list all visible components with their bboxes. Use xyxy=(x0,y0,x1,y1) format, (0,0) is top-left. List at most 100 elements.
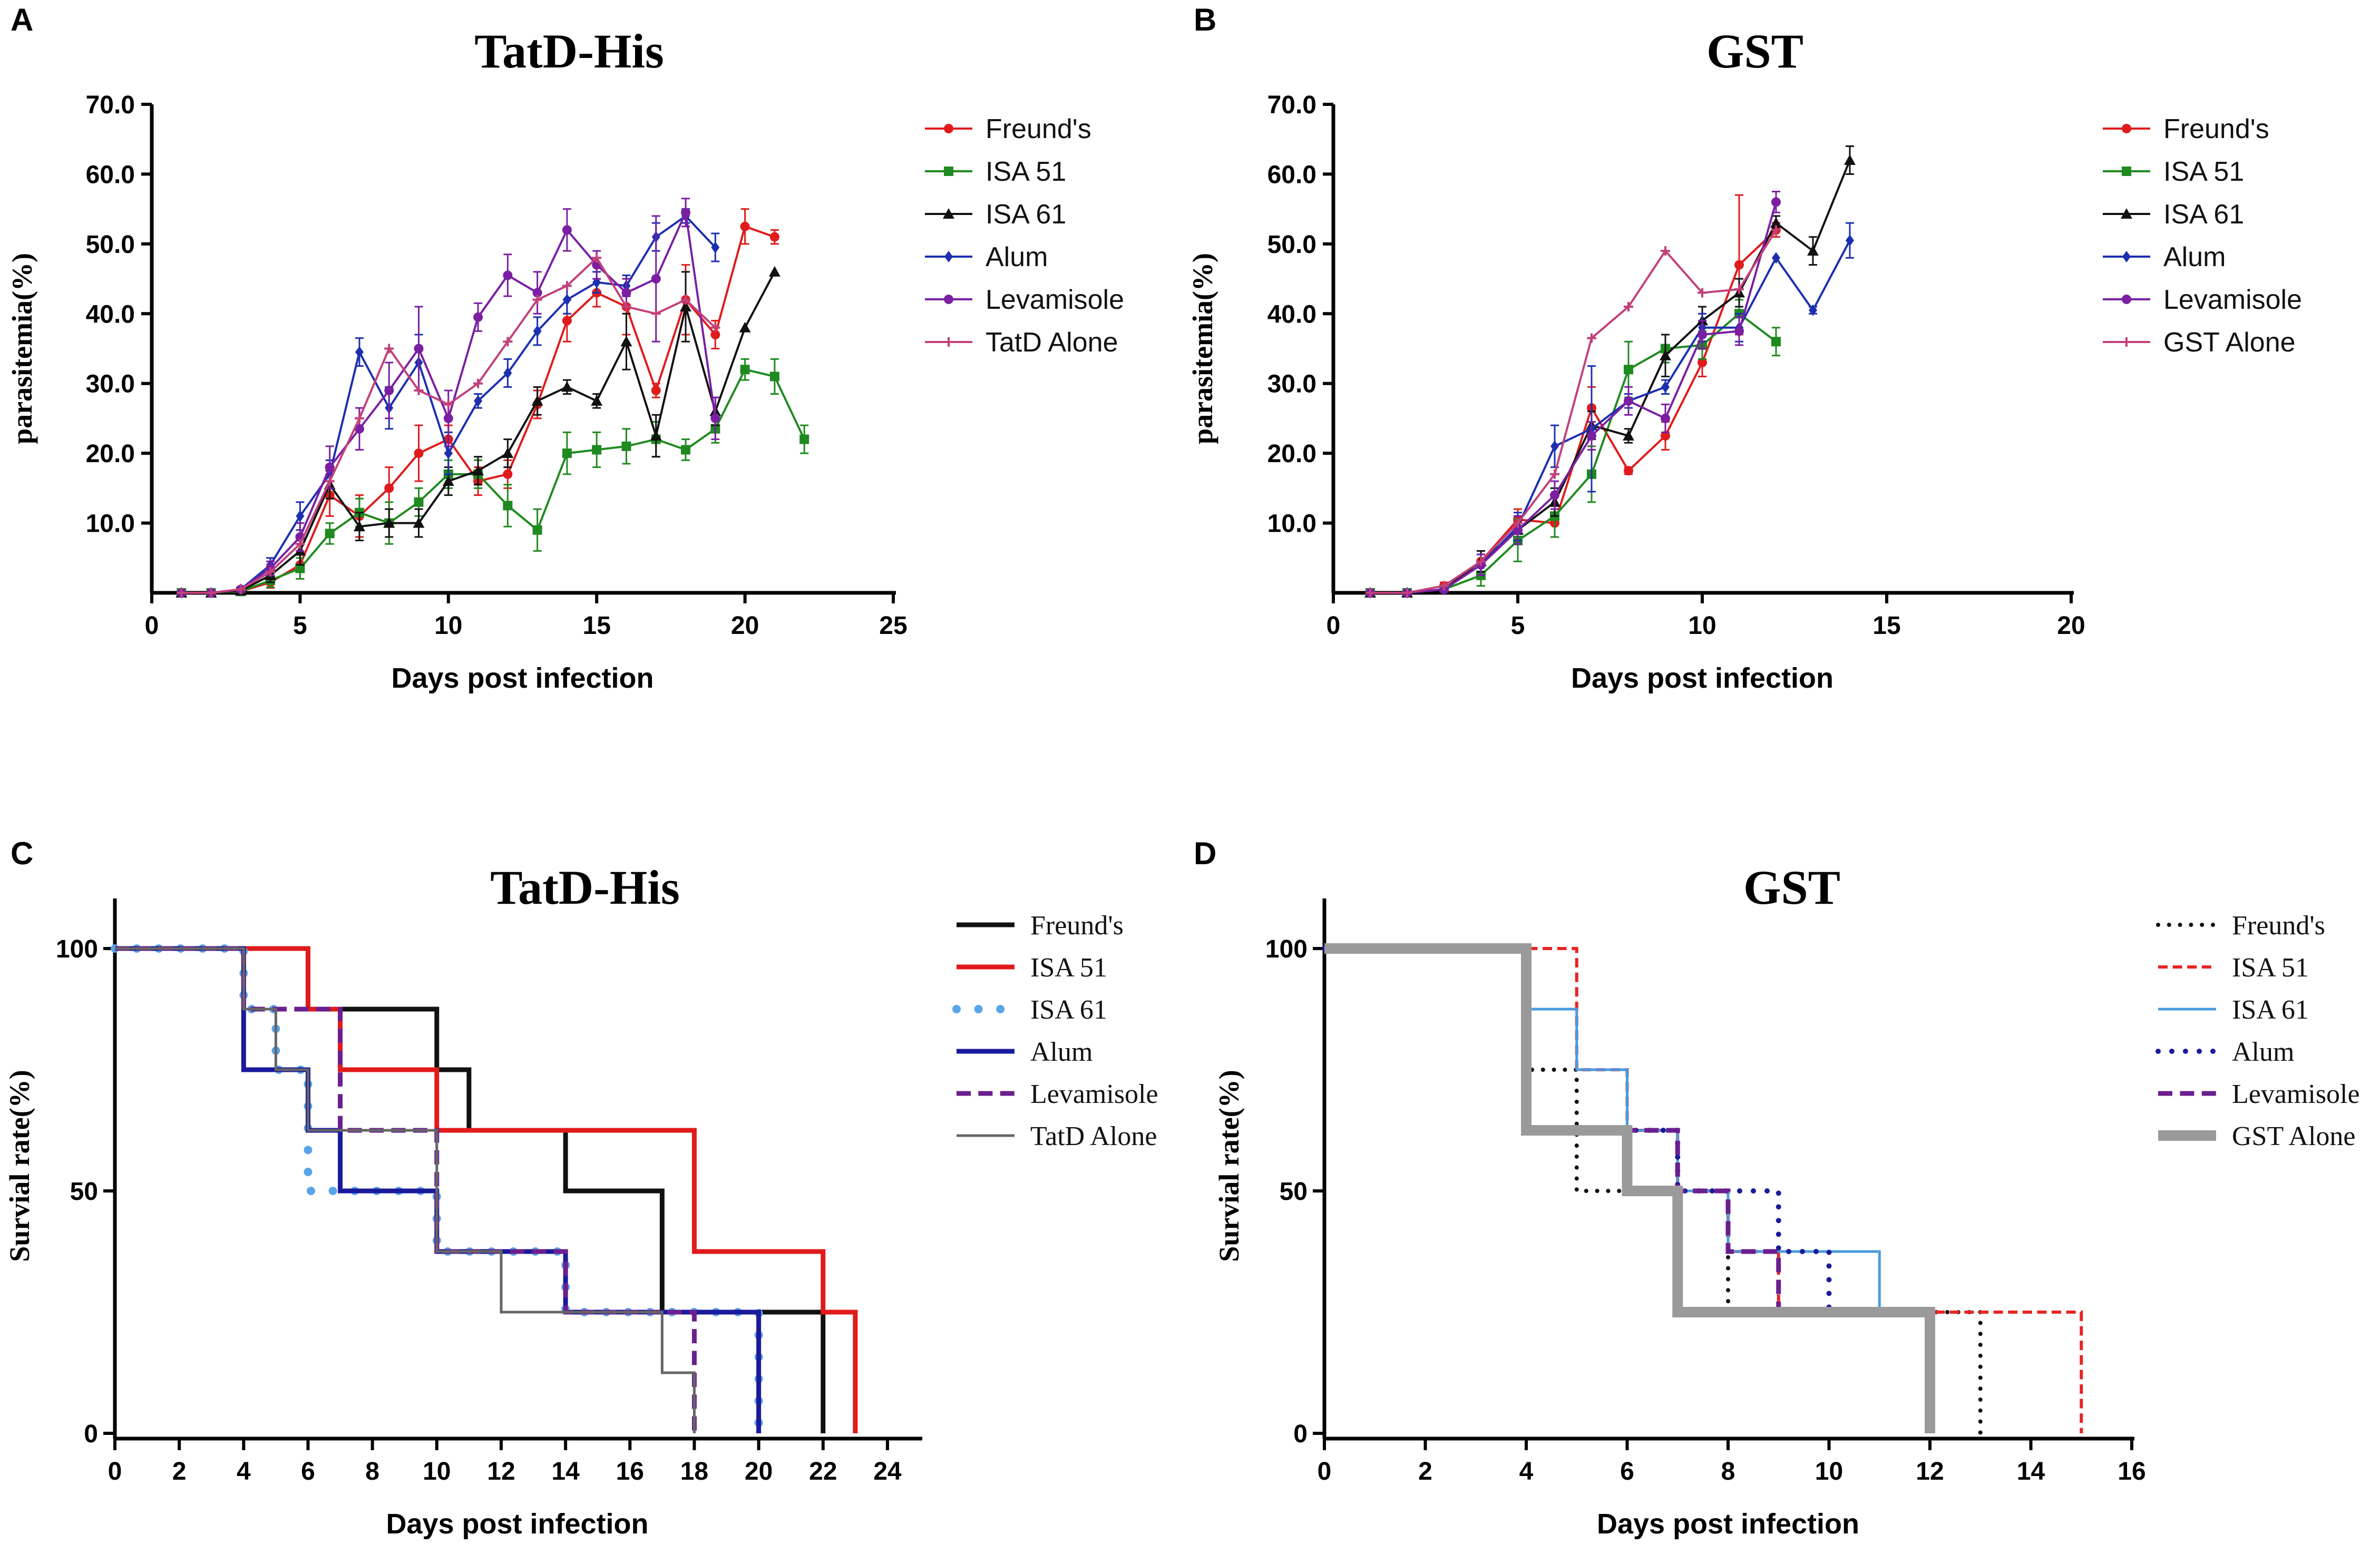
data-point xyxy=(1770,217,1782,228)
legend-label: Alum xyxy=(1030,1037,1093,1067)
x-tick-label: 6 xyxy=(301,1458,315,1485)
data-point xyxy=(1624,396,1633,406)
data-point xyxy=(414,448,424,458)
legend-label: Levamisole xyxy=(986,285,1124,315)
panel-letter-a: A xyxy=(11,2,33,37)
x-axis-label: Days post infection xyxy=(1571,662,1833,694)
y-tick-label: 30.0 xyxy=(1267,370,1316,398)
data-point xyxy=(1402,588,1412,598)
legend-label: GST Alone xyxy=(2163,327,2296,358)
data-point xyxy=(266,567,276,577)
x-tick-label: 25 xyxy=(879,612,907,640)
data-point xyxy=(710,322,720,333)
data-point xyxy=(325,462,335,472)
data-point xyxy=(414,497,424,507)
data-point xyxy=(650,430,662,441)
legend-label: Levamisole xyxy=(1030,1079,1158,1109)
x-tick-label: 22 xyxy=(809,1458,837,1485)
legend-item-isa-61: ISA 61 xyxy=(2103,199,2244,230)
data-point xyxy=(651,385,661,395)
legend-label: Levamisole xyxy=(2163,285,2302,315)
survival-step-line xyxy=(1324,947,1932,1433)
data-point xyxy=(710,330,720,340)
panel-letter-d: D xyxy=(1194,836,1216,871)
legend-marker xyxy=(2122,167,2131,176)
y-tick-label: 50.0 xyxy=(86,231,135,259)
legend-item-isa-51: ISA 51 xyxy=(2158,953,2309,983)
x-axis-label: Days post infection xyxy=(1597,1508,1859,1540)
data-point xyxy=(1661,381,1670,393)
data-point xyxy=(1846,234,1854,247)
data-point xyxy=(206,588,216,598)
series-tatd-alone xyxy=(177,253,720,598)
series-line xyxy=(1370,229,1777,594)
series-line xyxy=(181,368,805,594)
series-tatd-alone xyxy=(115,947,696,1433)
x-tick-label: 6 xyxy=(1620,1458,1634,1485)
legend-item-alum: Alum xyxy=(957,1037,1093,1067)
legend-item-freund-s: Freund's xyxy=(2156,911,2325,941)
y-axis-label: Survial rate(%) xyxy=(1213,1070,1245,1262)
data-point xyxy=(1550,490,1559,500)
data-point xyxy=(1513,518,1523,528)
x-tick-label: 14 xyxy=(2017,1458,2045,1485)
legend-marker xyxy=(2122,337,2131,347)
x-tick-label: 0 xyxy=(145,612,159,640)
data-point xyxy=(503,270,513,280)
data-point xyxy=(384,344,394,354)
data-point xyxy=(444,447,453,460)
data-point xyxy=(1550,469,1559,479)
series-line xyxy=(1370,229,1777,594)
data-point xyxy=(768,266,781,277)
legend-marker xyxy=(944,167,953,176)
data-point xyxy=(1623,430,1634,441)
chart-b-parasitemia-gst: GST 0 5 10 15 20 10.0 20.0 30.0 40.0 50.0 60.0 70.0 D… xyxy=(1187,24,2302,694)
data-point xyxy=(1771,337,1781,347)
legend-label: ISA 61 xyxy=(1030,995,1107,1025)
survival-step-line xyxy=(1324,943,1935,1433)
legend-marker xyxy=(944,251,953,262)
y-axis-label: parasitemia(%) xyxy=(1187,253,1218,444)
legend-label: ISA 51 xyxy=(2163,157,2244,187)
panel-letter-b: B xyxy=(1194,2,1216,37)
data-point xyxy=(355,346,364,358)
y-tick-label: 30.0 xyxy=(86,370,135,398)
legend-item-gst-alone: GST Alone xyxy=(2158,1121,2356,1151)
x-tick-label: 10 xyxy=(423,1458,451,1485)
legend-label: ISA 61 xyxy=(986,199,1066,230)
y-tick-label: 40.0 xyxy=(86,300,135,328)
legend-label: Alum xyxy=(986,242,1048,272)
data-point xyxy=(739,321,751,333)
x-tick-label: 16 xyxy=(2118,1458,2145,1485)
series-alum xyxy=(1366,222,1854,599)
data-point xyxy=(473,378,483,388)
data-point xyxy=(1587,333,1596,343)
x-tick-label: 20 xyxy=(731,612,759,640)
x-tick-label: 5 xyxy=(1511,612,1525,640)
x-tick-label: 0 xyxy=(1326,612,1341,640)
data-point xyxy=(681,295,691,305)
data-point xyxy=(1772,252,1780,264)
y-tick-label: 0 xyxy=(84,1420,98,1448)
legend-label: TatD Alone xyxy=(986,327,1118,358)
x-tick-label: 10 xyxy=(1815,1458,1843,1485)
data-point xyxy=(620,336,632,347)
x-tick-label: 14 xyxy=(551,1458,580,1485)
series-gst-alone xyxy=(1324,943,1935,1433)
series-gst-alone xyxy=(1365,225,1781,598)
series-isa-51 xyxy=(115,946,858,1433)
data-point xyxy=(533,325,542,337)
data-point xyxy=(1476,556,1486,566)
data-point xyxy=(1734,260,1744,270)
data-point xyxy=(1439,581,1449,591)
data-point xyxy=(769,232,779,242)
x-axis-label: Days post infection xyxy=(386,1508,648,1540)
series-isa-61 xyxy=(1324,947,1932,1433)
data-point xyxy=(769,372,779,382)
data-point xyxy=(1513,525,1523,535)
legend-label: ISA 51 xyxy=(986,157,1066,187)
x-tick-label: 15 xyxy=(1872,612,1900,640)
data-point xyxy=(1771,225,1781,235)
y-tick-label: 50 xyxy=(70,1178,98,1206)
legend-item-isa-61: ISA 61 xyxy=(2158,995,2309,1025)
